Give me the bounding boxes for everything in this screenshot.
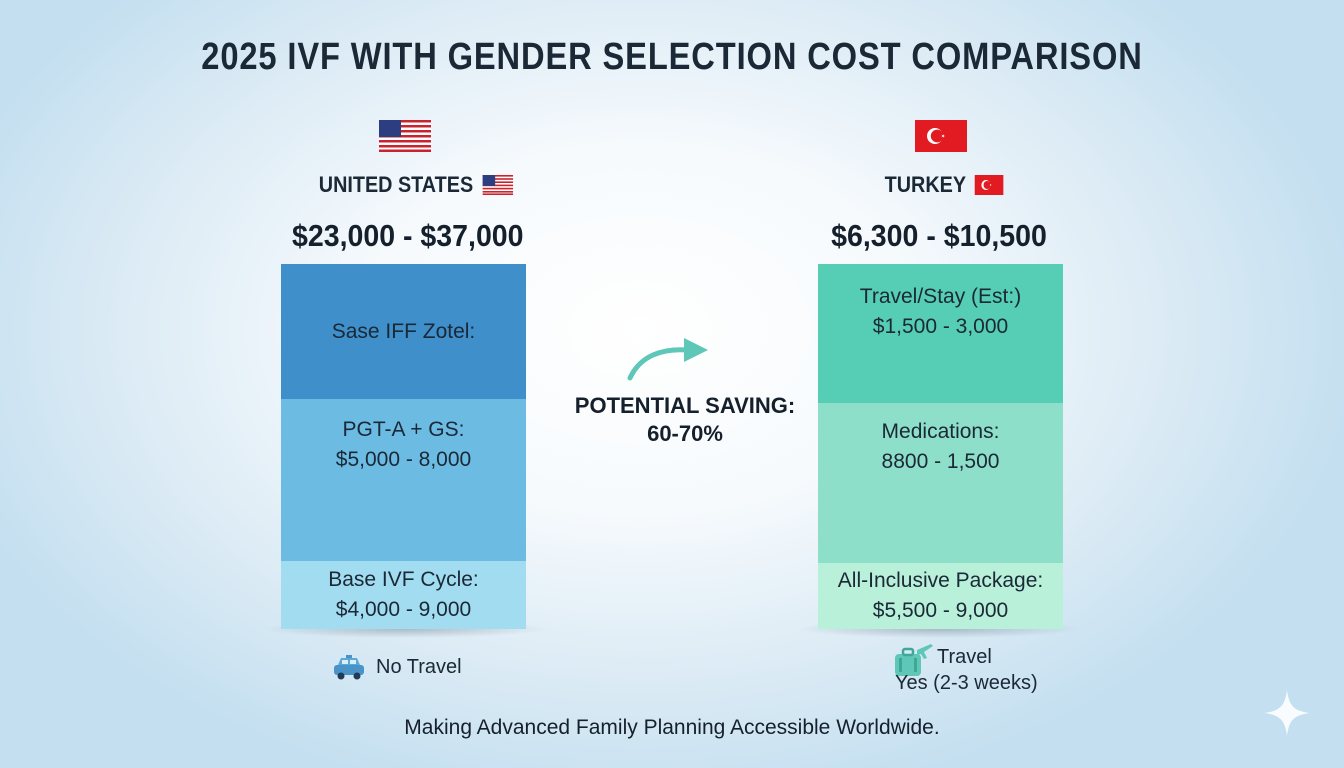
tr-travel-duration: Yes (2-3 weeks) [895, 672, 1038, 694]
potential-saving-value: 60-70% [647, 421, 723, 446]
tr-segment-bottom-label: All-Inclusive Package: [837, 569, 1044, 592]
luggage-plane-icon [891, 640, 935, 680]
tr-segment-bottom-value: $5,500 - 9,000 [872, 599, 1009, 622]
chart-title: 2025 IVF WITH GENDER SELECTION COST COMP… [201, 36, 1143, 78]
footer-tagline: Making Advanced Family Planning Accessib… [404, 716, 940, 739]
tr-total-range: $6,300 - $10,500 [831, 218, 1047, 253]
us-segment-mid-label: PGT-A + GS: [342, 418, 465, 441]
us-flag-small-icon [482, 175, 513, 195]
us-segment-mid: PGT-A + GS: $5,000 - 8,000 [281, 399, 526, 561]
us-segment-top-label: Sase IFF Zotel: [331, 319, 476, 343]
us-segment-top: Sase IFF Zotel: [281, 264, 526, 399]
turkey-flag-icon [915, 120, 967, 152]
tr-segment-top-label: Travel/Stay (Est:) [859, 285, 1022, 308]
turkey-flag-small-icon [975, 175, 1004, 195]
tr-country-label: TURKEY [885, 172, 1004, 198]
us-total-range: $23,000 - $37,000 [292, 218, 524, 253]
tr-segment-bottom: All-Inclusive Package: $5,500 - 9,000 [818, 563, 1063, 629]
us-country-label: UNITED STATES [319, 172, 513, 198]
tr-travel-note: Travel [937, 646, 992, 668]
tr-segment-top: Travel/Stay (Est:) $1,500 - 3,000 [818, 264, 1063, 403]
potential-saving-label: POTENTIAL SAVING: [574, 393, 796, 418]
us-segment-bottom-value: $4,000 - 9,000 [335, 598, 472, 621]
potential-saving: POTENTIAL SAVING: 60-70% [560, 392, 810, 448]
tr-segment-mid: Medications: 8800 - 1,500 [818, 403, 1063, 563]
us-travel-note: No Travel [376, 656, 462, 678]
us-country-name: UNITED STATES [318, 172, 474, 197]
sparkle-icon [1262, 688, 1312, 738]
tr-segment-top-value: $1,500 - 3,000 [872, 315, 1009, 338]
us-flag-icon [379, 120, 431, 152]
us-segment-mid-value: $5,000 - 8,000 [335, 448, 472, 471]
saving-arrow-icon [624, 326, 714, 386]
us-segment-bottom: Base IVF Cycle: $4,000 - 9,000 [281, 561, 526, 629]
tr-segment-mid-label: Medications: [881, 420, 1000, 443]
tr-country-name: TURKEY [884, 172, 967, 197]
tr-segment-mid-value: 8800 - 1,500 [881, 450, 1000, 473]
car-icon [331, 654, 367, 682]
us-segment-bottom-label: Base IVF Cycle: [328, 568, 479, 591]
